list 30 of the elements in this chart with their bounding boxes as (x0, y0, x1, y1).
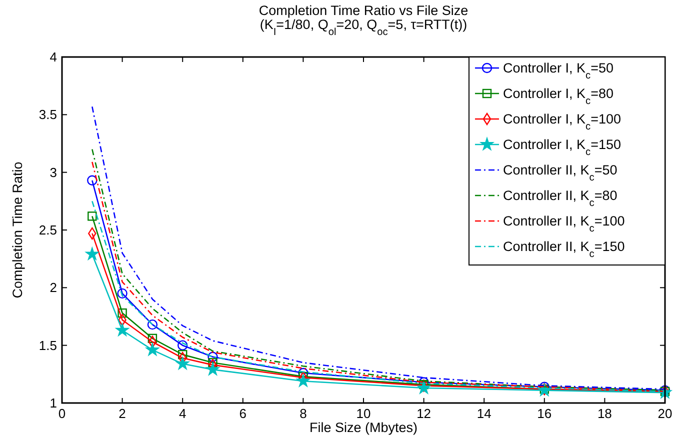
legend-label: Controller II, K$_{c}$=100 (503, 214, 625, 234)
x-tick-label: 18 (597, 406, 612, 421)
legend-label: Controller I, K$_{c}$=50 (503, 60, 614, 81)
x-tick-label: 10 (356, 406, 371, 421)
chart-title: Completion Time Ratio vs File Size (258, 3, 468, 18)
y-tick-label: 2.5 (38, 222, 57, 238)
legend-label: Controller II, K$_{c}$=80 (503, 188, 618, 208)
legend-label: Controller I, K$_{c}$=150 (503, 137, 622, 158)
x-tick-label: 16 (537, 406, 552, 421)
y-axis-title: Completion Time Ratio (10, 162, 25, 298)
y-tick-label: 1.5 (38, 338, 57, 353)
x-tick-label: 4 (178, 406, 186, 421)
x-tick-label: 20 (658, 406, 672, 421)
x-tick-label: 14 (476, 406, 492, 421)
legend-label: Controller II, K$_{c}$=50 (503, 162, 618, 183)
y-tick-label: 4 (50, 50, 57, 64)
chart-subtitle: (K$_{I}$=1/80, Q$_{ol}$=20, Q$_{oc}$=5, τ=RTT(t)) (260, 17, 468, 38)
x-tick-label: 8 (300, 406, 307, 421)
legend-label: Controller I, K$_{c}$=100 (503, 112, 622, 132)
y-tick-label: 3.5 (38, 107, 57, 122)
y-tick-label: 3 (50, 164, 57, 180)
x-tick-label: 12 (416, 406, 432, 421)
x-tick-label: 2 (118, 406, 126, 421)
x-axis-title: File Size (Mbytes) (309, 420, 418, 435)
legend-label: Controller II, K$_{c}$=150 (503, 239, 625, 260)
x-tick-label: 0 (58, 406, 66, 421)
legend-label: Controller I, K$_{c}$=80 (503, 86, 614, 106)
y-tick-label: 2 (50, 280, 57, 296)
y-tick-label: 1 (50, 396, 57, 410)
x-tick-label: 6 (239, 406, 247, 421)
